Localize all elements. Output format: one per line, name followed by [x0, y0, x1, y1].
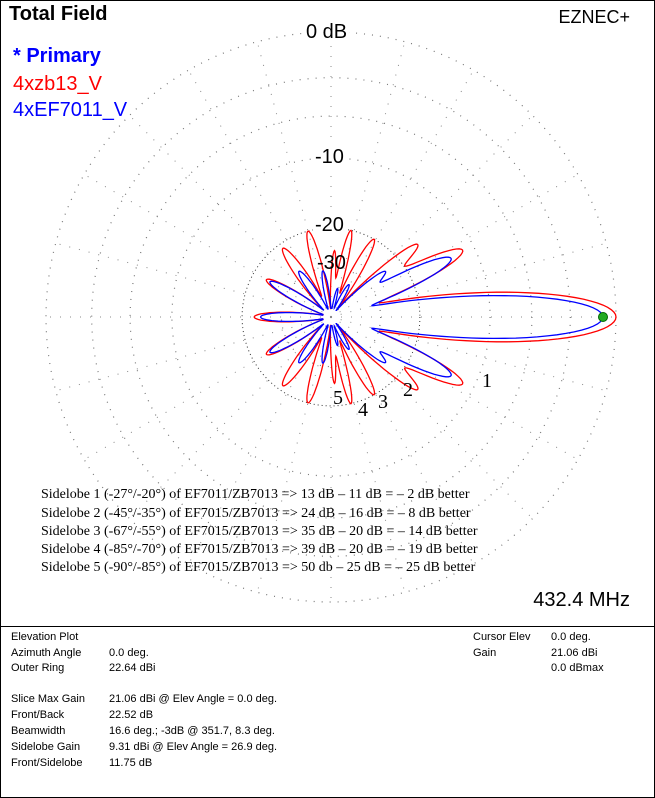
- front-sidelobe-value: 11.75 dB: [109, 757, 153, 769]
- cursor-elev-value: 0.0 deg.: [551, 631, 591, 643]
- frequency-label: 432.4 MHz: [533, 589, 630, 611]
- sidelobe-label-4: 4: [358, 399, 368, 421]
- beamwidth-label: Beamwidth: [11, 725, 66, 737]
- info-divider: [1, 626, 654, 627]
- legend-series-zb13: 4xzb13_V: [13, 73, 102, 95]
- ring-label-20: -20: [313, 214, 346, 237]
- slice-max-value: 21.06 dBi @ Elev Angle = 0.0 deg.: [109, 693, 278, 705]
- cursor-elev-label: Cursor Elev: [473, 631, 531, 643]
- sidelobe-gain-value: 9.31 dBi @ Elev Angle = 26.9 deg.: [109, 741, 278, 753]
- sidelobe-label-5: 5: [333, 387, 343, 409]
- grid-spoke: [330, 174, 579, 318]
- sidelobe-label-1: 1: [482, 370, 492, 392]
- legend-series-ef7011: 4xEF7011_V: [13, 99, 128, 121]
- outer-ring-label: Outer Ring: [11, 662, 65, 674]
- cursor-gain-label: Gain: [473, 647, 497, 659]
- sidelobe-gain-label: Sidelobe Gain: [11, 741, 81, 753]
- ring-label-30: -30: [317, 252, 346, 274]
- ring-label-0db: 0 dB: [304, 21, 350, 44]
- grid-ring: [91, 77, 571, 557]
- sidelobe-note-2: Sidelobe 2 (-45°/-35°) of EF7015/ZB7013 …: [41, 506, 471, 521]
- sidelobe-note-4: Sidelobe 4 (-85°/-70°) of EF7015/ZB7013 …: [41, 542, 478, 557]
- front-back-value: 22.52 dB: [109, 709, 154, 721]
- cursor-gain-dbmax: 0.0 dBmax: [551, 662, 604, 674]
- polar-plot: [45, 31, 617, 603]
- sidelobe-label-2: 2: [403, 379, 413, 401]
- grid-spoke: [330, 316, 579, 460]
- front-sidelobe-label: Front/Sidelobe: [11, 757, 83, 769]
- plot-title: Total Field: [9, 3, 108, 25]
- azimuth-value: 0.0 deg.: [109, 647, 149, 659]
- grid-spoke: [55, 316, 332, 392]
- sidelobe-label-3: 3: [378, 391, 388, 413]
- cursor-gain-value: 21.06 dBi: [551, 647, 598, 659]
- grid-ring: [171, 157, 491, 477]
- outer-ring-value: 22.64 dBi: [109, 662, 156, 674]
- sidelobe-note-5: Sidelobe 5 (-90°/-85°) of EF7015/ZB7013 …: [41, 560, 476, 575]
- grid-spoke: [83, 174, 332, 318]
- grid-spoke: [55, 242, 332, 318]
- trace-zb13: [253, 229, 617, 405]
- elevation-plot-label: Elevation Plot: [11, 631, 79, 643]
- brand-label: EZNEC+: [558, 7, 630, 27]
- grid-spoke: [256, 41, 332, 318]
- ring-label-10: -10: [313, 146, 346, 169]
- azimuth-label: Azimuth Angle: [11, 647, 82, 659]
- grid-spoke: [330, 41, 406, 318]
- grid-spoke: [330, 69, 474, 318]
- front-back-label: Front/Back: [11, 709, 65, 721]
- grid-spoke: [83, 316, 332, 460]
- grid-spoke: [129, 115, 332, 318]
- sidelobe-note-3: Sidelobe 3 (-67°/-55°) of EF7015/ZB7013 …: [41, 524, 478, 539]
- slice-max-label: Slice Max Gain: [11, 693, 85, 705]
- cursor-marker[interactable]: [598, 312, 608, 322]
- sidelobe-note-1: Sidelobe 1 (-27°/-20°) of EF7011/ZB7013 …: [41, 487, 470, 502]
- beamwidth-value: 16.6 deg.; -3dB @ 351.7, 8.3 deg.: [109, 725, 275, 737]
- legend-primary: * Primary: [13, 45, 101, 67]
- grid-ring: [280, 266, 382, 368]
